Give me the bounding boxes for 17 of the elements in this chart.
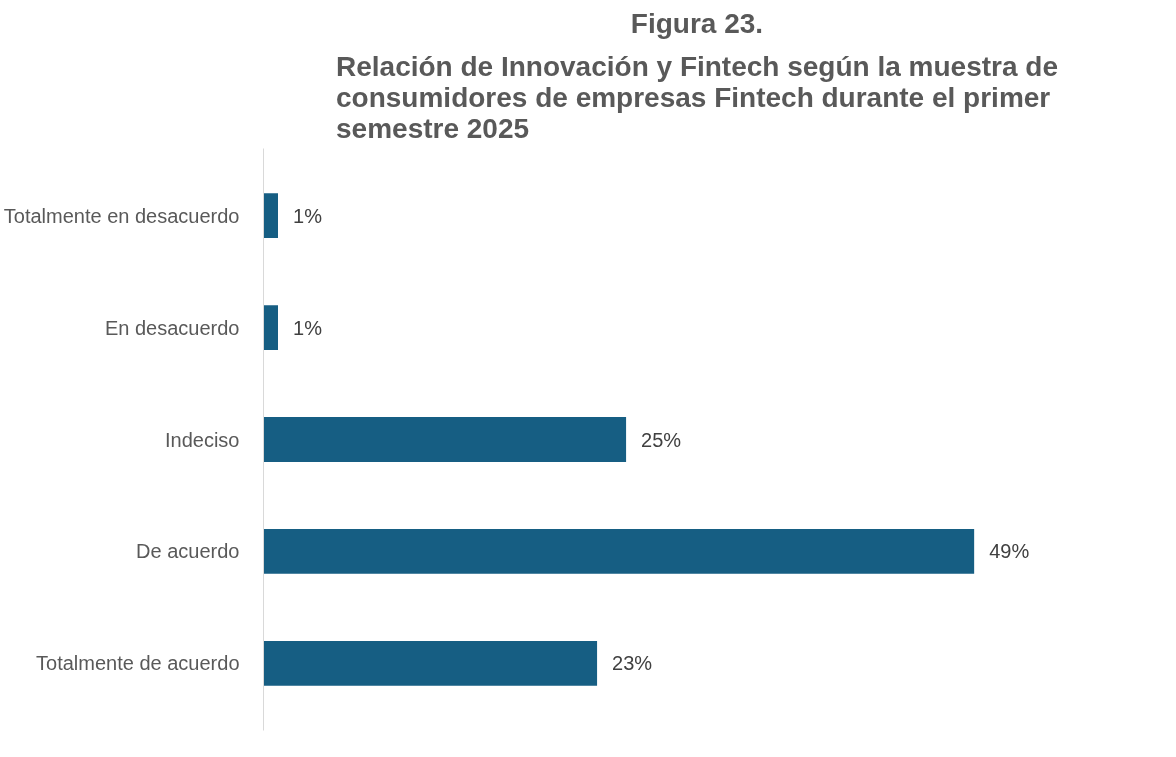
bar bbox=[263, 529, 975, 574]
data-label: 23% bbox=[612, 652, 653, 675]
data-label: 1% bbox=[293, 204, 323, 227]
chart-subtitle: Relación de Innovación y Fintech según la muestra de consumidores de empresas Fintech durante el primer semestre 2025 bbox=[336, 50, 1058, 144]
data-label: 1% bbox=[293, 316, 323, 339]
bar bbox=[263, 193, 278, 239]
y-tick-label: En desacuerdo bbox=[104, 316, 240, 339]
y-tick-label: Indeciso bbox=[165, 428, 240, 451]
chart-title: Figura 23. bbox=[630, 7, 764, 39]
bar bbox=[263, 640, 598, 686]
data-label: 49% bbox=[989, 540, 1030, 563]
y-tick-label: Totalmente de acuerdo bbox=[36, 652, 240, 675]
y-tick-label: De acuerdo bbox=[136, 540, 240, 563]
data-label: 25% bbox=[641, 428, 682, 451]
bar bbox=[263, 417, 627, 462]
y-tick-label: Totalmente en desacuerdo bbox=[3, 204, 240, 227]
bar bbox=[263, 305, 278, 350]
